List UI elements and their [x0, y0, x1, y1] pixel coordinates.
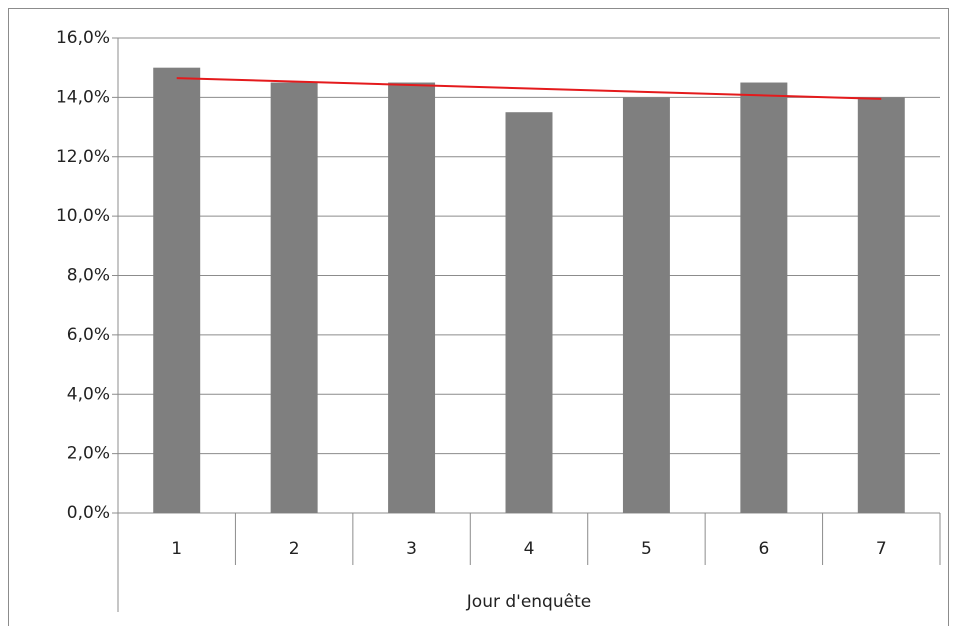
x-tick-label: 7 — [876, 539, 887, 559]
y-tick-label: 4,0% — [67, 384, 110, 404]
x-tick-label: 3 — [406, 539, 417, 559]
y-tick-label: 0,0% — [67, 503, 110, 523]
chart-frame — [8, 8, 949, 626]
y-tick-label: 16,0% — [56, 28, 110, 48]
bar — [857, 97, 905, 513]
bar — [505, 112, 553, 513]
x-axis-label: Jour d'enquête — [466, 592, 591, 612]
trendline — [176, 77, 882, 100]
x-tick-label: 4 — [524, 539, 535, 559]
y-tick-label: 8,0% — [67, 266, 110, 286]
y-tick-label: 14,0% — [56, 87, 110, 107]
x-tick-label: 1 — [171, 539, 182, 559]
y-tick-label: 2,0% — [67, 444, 110, 464]
bar — [270, 82, 318, 513]
bar — [388, 82, 436, 513]
x-tick-label: 6 — [758, 539, 769, 559]
bar — [622, 97, 670, 513]
bar — [740, 82, 788, 513]
y-tick-label: 6,0% — [67, 325, 110, 345]
bar — [153, 67, 201, 513]
y-tick-label: 12,0% — [56, 147, 110, 167]
x-tick-label: 5 — [641, 539, 652, 559]
x-tick-label: 2 — [289, 539, 300, 559]
y-tick-label: 10,0% — [56, 206, 110, 226]
